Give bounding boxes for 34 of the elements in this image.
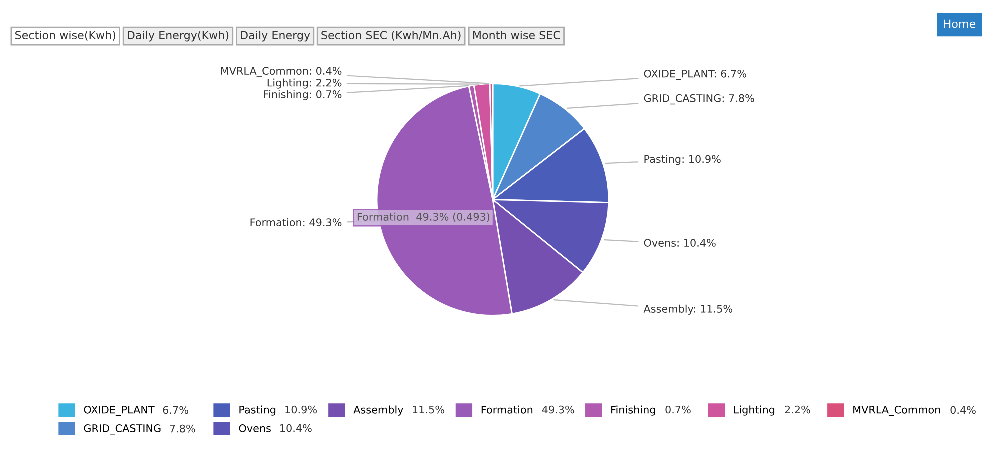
text: Section wise(Kwh) (16, 30, 116, 41)
text: Home (944, 20, 976, 28)
legend-label: OXIDE_PLANT (84, 406, 155, 416)
text: Daily Energy(Kwh) (128, 30, 229, 42)
data-label: Lighting: 2.2% (268, 78, 342, 89)
legend-label: Lighting (734, 406, 775, 416)
data-label: MVRLA_Common: 0.4% (221, 67, 342, 78)
legend-label: Assembly (354, 406, 404, 416)
text: 10.4% (280, 424, 312, 432)
text: 49.3% (542, 406, 574, 414)
legend-label: Finishing (612, 406, 656, 416)
text: 0.4% (950, 406, 976, 414)
text: 6.7% (163, 406, 188, 414)
text: 7.8% (170, 424, 196, 433)
data-label: Assembly: 11.5% (644, 304, 733, 315)
data-label: Finishing: 0.7% (264, 90, 342, 100)
legend-label: GRID_CASTING (84, 424, 161, 435)
data-label: GRID_CASTING: 7.8% (644, 94, 754, 105)
data-label: Ovens: 10.4% (644, 239, 716, 247)
text: 10.9% (286, 406, 318, 414)
text: 2.2% (785, 406, 810, 414)
text: Section SEC (Kwh/Mn.Ah) (322, 30, 461, 41)
text: Month wise SEC (474, 30, 560, 40)
data-label: Pasting: 10.9% (644, 155, 721, 166)
legend-label: Ovens (239, 424, 271, 432)
legend-label: MVRLA_Common (854, 406, 940, 416)
text: 11.5% (413, 406, 444, 414)
data-label: OXIDE_PLANT: 6.7% (644, 70, 746, 80)
legend-label: Formation (482, 406, 533, 414)
text: 0.7% (666, 406, 691, 414)
legend-label: Pasting (240, 406, 276, 416)
text: Formation 49.3% (0.493) (358, 212, 490, 222)
data-label: Formation: 49.3% (250, 218, 342, 227)
text: Daily Energy (241, 30, 310, 42)
